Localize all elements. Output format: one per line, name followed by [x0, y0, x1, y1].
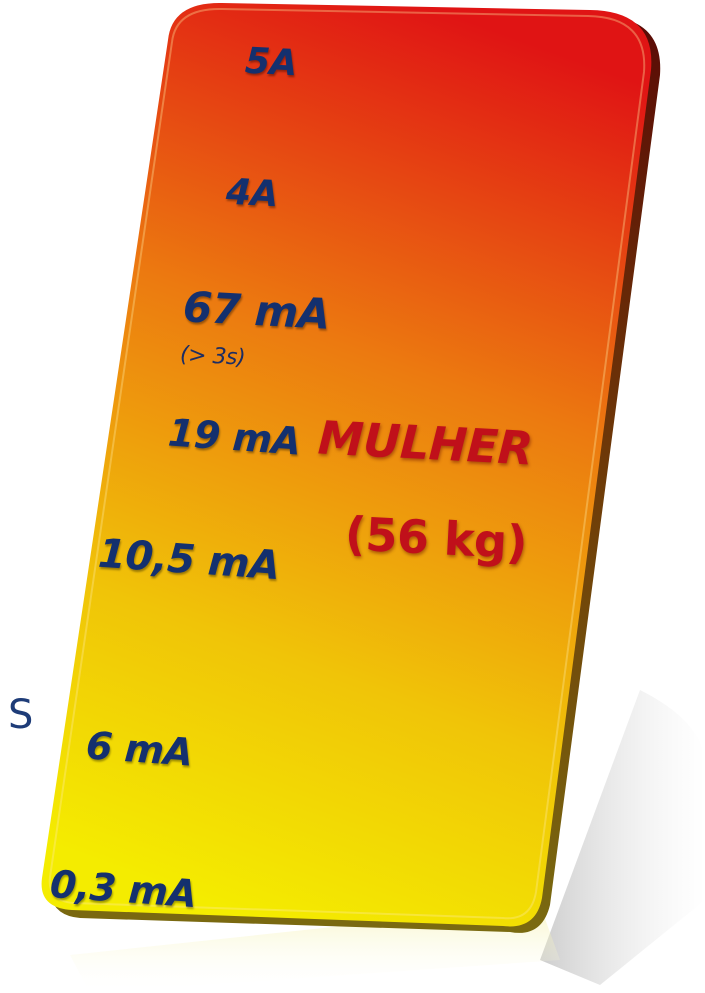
card-rim	[48, 7, 646, 920]
card-shadow	[540, 690, 705, 985]
level-duration-note: (> 3s)	[179, 342, 246, 371]
level-10-5ma: 10,5 mA	[96, 530, 282, 590]
level-6ma: 6 mA	[84, 723, 195, 775]
edge-text: S	[8, 692, 34, 738]
level-4a: 4A	[224, 171, 279, 216]
level-67ma: 67 mA	[181, 282, 332, 339]
level-0-3ma: 0,3 mA	[48, 861, 198, 917]
level-19ma: 19 mA	[166, 410, 302, 464]
level-5a: 5A	[243, 40, 298, 85]
subject-weight: (56 kg)	[343, 506, 529, 570]
subject-label: MULHER	[316, 410, 535, 476]
card-face	[41, 2, 652, 927]
